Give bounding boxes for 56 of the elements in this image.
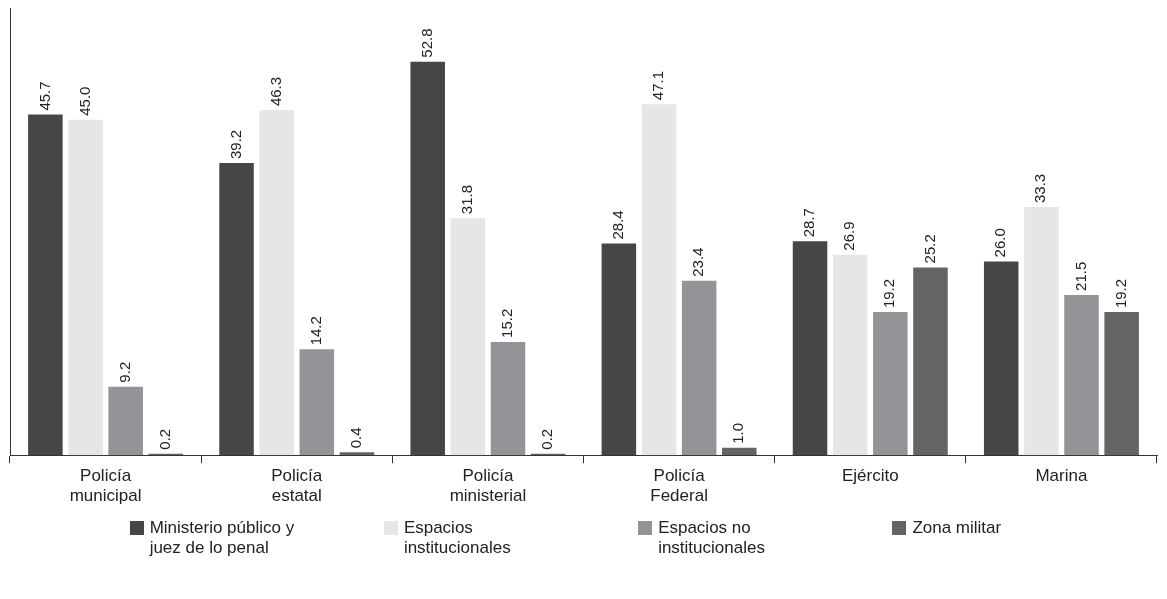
bar <box>1104 312 1139 456</box>
data-label: 1.0 <box>729 422 747 444</box>
data-label: 26.0 <box>991 228 1009 258</box>
data-label: 19.2 <box>1111 278 1129 309</box>
x-tick-label: Policía Federal <box>650 466 708 506</box>
data-label: 25.2 <box>920 234 938 264</box>
bar <box>108 386 143 456</box>
data-label: 0.2 <box>155 428 173 450</box>
bar <box>983 261 1019 456</box>
bar <box>873 312 908 456</box>
x-tick-label: Ejército <box>841 466 899 486</box>
bar <box>490 341 526 456</box>
bar <box>641 104 677 456</box>
x-tick-label: Policía ministerial <box>449 466 527 506</box>
bar <box>410 61 445 456</box>
data-label: 39.2 <box>226 129 244 160</box>
x-tick-label: Marina <box>1035 466 1088 486</box>
data-label: 19.2 <box>880 278 898 309</box>
legend-label: Espacios no institucionales <box>658 518 766 558</box>
data-label: 0.4 <box>347 427 365 449</box>
legend-label: Espacios institucionales <box>403 518 512 558</box>
data-label: 33.3 <box>1031 173 1049 203</box>
bar <box>450 218 486 456</box>
legend-label: Zona militar <box>912 518 1002 538</box>
data-label: 31.8 <box>457 184 475 215</box>
x-tick-label: Policía estatal <box>271 466 323 506</box>
bar <box>1024 207 1059 456</box>
bar <box>913 267 948 456</box>
bar <box>259 110 294 456</box>
bar <box>28 114 63 456</box>
bar <box>681 280 717 456</box>
bar <box>68 119 103 456</box>
data-label: 28.7 <box>800 208 818 238</box>
legend-label: Ministerio público y juez de lo penal <box>149 518 296 558</box>
x-tick-label: Policía municipal <box>69 466 142 506</box>
data-label: 45.0 <box>75 86 93 116</box>
bar <box>722 447 757 456</box>
data-label: 46.3 <box>266 76 284 107</box>
data-label: 23.4 <box>689 247 707 277</box>
bar <box>299 349 335 456</box>
data-label: 15.2 <box>498 308 516 338</box>
data-label: 26.9 <box>840 221 858 251</box>
data-label: 52.8 <box>417 28 435 58</box>
data-label: 14.2 <box>306 316 324 346</box>
data-label: 45.7 <box>35 81 53 111</box>
data-label: 0.2 <box>538 428 556 450</box>
bar <box>339 452 375 456</box>
bar <box>792 241 828 456</box>
data-label: 47.1 <box>649 70 667 101</box>
data-label: 28.4 <box>609 210 627 240</box>
bar <box>219 163 254 456</box>
data-label: 21.5 <box>1071 261 1089 291</box>
bar <box>832 254 868 456</box>
bar <box>1064 294 1099 456</box>
data-label: 9.2 <box>115 361 133 383</box>
bar <box>601 243 637 456</box>
